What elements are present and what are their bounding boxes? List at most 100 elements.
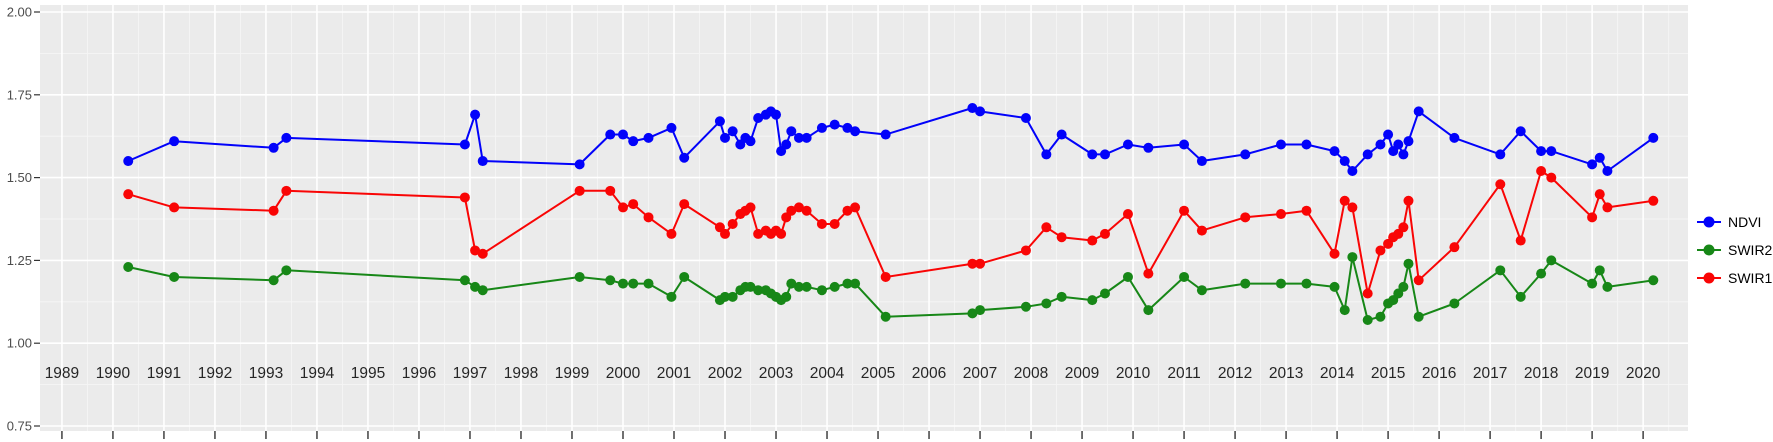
data-point-swir2 [605,275,616,286]
x-tick-label: 2019 [1575,365,1609,382]
data-point-ndvi [459,139,470,150]
data-point-ndvi [1020,112,1031,123]
data-point-ndvi [169,136,180,147]
y-tick-label: 1.25 [7,253,32,268]
data-point-ndvi [714,116,725,127]
data-point-ndvi [666,122,677,133]
data-point-swir1 [967,258,978,269]
data-point-ndvi [1301,139,1312,150]
data-point-ndvi [1347,165,1358,176]
data-point-ndvi [1362,149,1373,160]
x-tick-label: 2008 [1014,365,1048,382]
data-point-swir2 [850,278,861,289]
x-tick-label: 2006 [912,365,946,382]
x-tick-label: 2020 [1626,365,1661,382]
data-point-ndvi [477,156,488,167]
legend-label: SWIR1 [1728,270,1773,286]
data-point-swir2 [281,265,292,276]
legend-key-icon [1697,216,1721,228]
data-point-swir1 [123,189,134,200]
data-point-swir1 [1403,195,1414,206]
data-point-swir2 [816,285,827,296]
data-point-swir2 [679,271,690,282]
data-point-ndvi [1143,142,1154,153]
data-point-swir2 [793,281,804,292]
data-point-ndvi [679,152,690,163]
data-point-ndvi [1648,132,1659,143]
data-point-swir1 [1179,205,1190,216]
data-point-swir1 [628,199,639,210]
data-point-ndvi [605,129,616,140]
data-point-swir1 [801,205,812,216]
x-tick-label: 2010 [1116,365,1151,382]
data-point-swir2 [842,278,853,289]
data-point-swir1 [1339,195,1350,206]
data-point-ndvi [842,122,853,133]
data-point-swir1 [666,228,677,239]
data-point-ndvi [268,142,279,153]
data-point-ndvi [745,136,756,147]
data-point-swir1 [1515,235,1526,246]
data-point-ndvi [1240,149,1251,160]
data-point-ndvi [1515,126,1526,137]
data-point-swir1 [1041,222,1052,233]
data-point-ndvi [727,126,738,137]
x-tick-label: 1997 [453,365,487,382]
data-point-swir2 [1339,305,1350,316]
data-point-swir1 [268,205,279,216]
data-point-ndvi [470,109,481,120]
data-point-swir2 [1375,311,1386,322]
data-point-swir2 [666,291,677,302]
data-point-swir1 [1240,212,1251,223]
data-point-swir1 [1449,242,1460,253]
data-point-ndvi [1536,146,1547,157]
x-tick-label: 2014 [1320,365,1355,382]
data-point-ndvi [1275,139,1286,150]
data-point-swir1 [816,218,827,229]
data-point-swir2 [1329,281,1340,292]
data-point-swir2 [1495,265,1506,276]
data-point-swir2 [1403,258,1414,269]
x-tick-label: 1994 [300,365,335,382]
legend-label: NDVI [1728,214,1762,230]
data-point-ndvi [793,132,804,143]
data-point-swir1 [1648,195,1659,206]
data-point-swir1 [574,185,585,196]
data-point-swir2 [1602,281,1613,292]
data-point-swir2 [1056,291,1067,302]
legend-item-ndvi: NDVI [1694,208,1772,236]
data-point-swir1 [617,202,628,213]
data-point-swir2 [470,281,481,292]
x-tick-label: 2000 [606,365,641,382]
data-point-swir2 [786,278,797,289]
y-tick-label: 0.75 [7,419,32,434]
data-point-swir2 [123,262,134,273]
data-point-ndvi [643,132,654,143]
data-point-swir1 [679,199,690,210]
legend-key-dot [1703,272,1715,284]
data-point-swir2 [801,281,812,292]
data-point-ndvi [1594,152,1605,163]
data-point-swir2 [1179,271,1190,282]
data-point-swir1 [1398,222,1409,233]
data-point-ndvi [753,112,764,123]
legend-label: SWIR2 [1728,242,1773,258]
data-point-ndvi [850,126,861,137]
data-point-swir2 [1143,305,1154,316]
x-tick-label: 2018 [1524,365,1558,382]
data-point-swir1 [975,258,986,269]
data-point-swir2 [1275,278,1286,289]
data-point-swir1 [643,212,654,223]
data-point-ndvi [801,132,812,143]
data-point-swir1 [745,202,756,213]
x-tick-label: 2012 [1218,365,1252,382]
data-point-swir2 [975,305,986,316]
data-point-ndvi [1100,149,1111,160]
data-point-swir1 [459,192,470,203]
data-point-swir1 [793,202,804,213]
data-point-swir2 [628,278,639,289]
data-point-ndvi [816,122,827,133]
data-point-swir1 [1495,179,1506,190]
data-point-swir1 [1329,248,1340,259]
data-point-ndvi [1196,156,1207,167]
